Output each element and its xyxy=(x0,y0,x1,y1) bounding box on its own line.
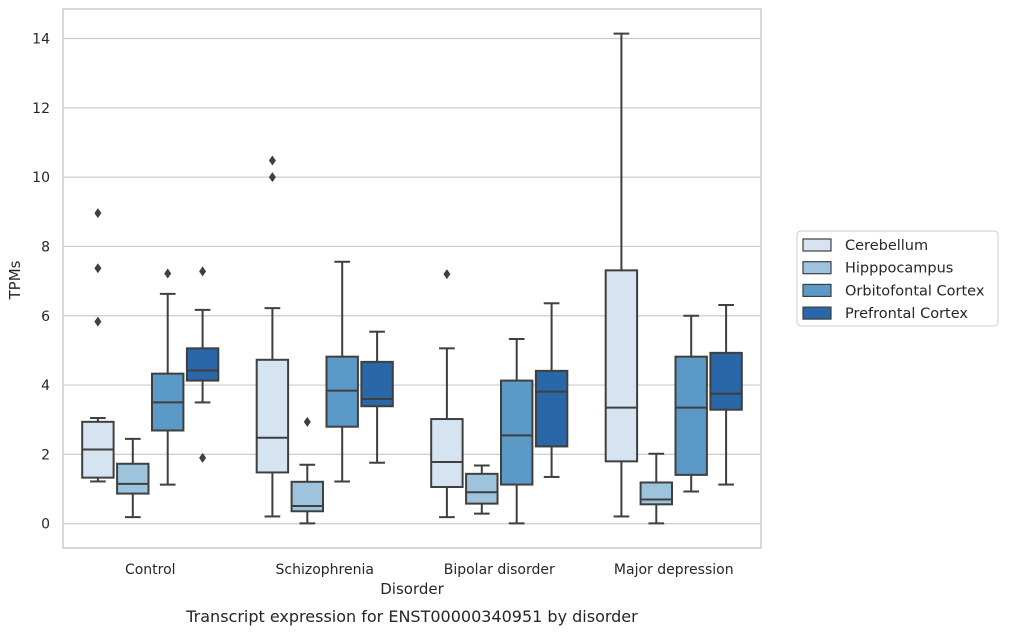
box-cerebellum-control xyxy=(81,208,115,483)
outlier-point xyxy=(268,155,276,166)
box-orbitofontal-cortex-control xyxy=(150,268,185,486)
y-tick-label: 4 xyxy=(41,378,50,394)
x-tick-labels: Control Schizophrenia Bipolar disorder Majo… xyxy=(125,562,734,578)
y-tick-label: 0 xyxy=(41,517,50,533)
y-tick-label: 10 xyxy=(32,170,50,186)
legend-label: Hipppocampus xyxy=(845,261,953,277)
box-groups xyxy=(81,32,743,525)
legend-swatch xyxy=(802,238,832,252)
box-cerebellum-major-depression xyxy=(604,32,639,518)
outlier-point xyxy=(268,172,276,183)
y-tick-label: 12 xyxy=(32,101,50,117)
box-orbitofontal-cortex-bipolar-disorder xyxy=(499,337,534,525)
outlier-point xyxy=(199,452,207,463)
y-tick-labels: 0 2 4 6 8 10 12 14 xyxy=(32,31,50,532)
x-tick-label: Major depression xyxy=(614,562,734,578)
box-body xyxy=(185,347,220,382)
outlier-point xyxy=(164,268,172,279)
box-body xyxy=(325,355,359,428)
x-tick-label: Schizophrenia xyxy=(276,562,374,578)
outlier-point xyxy=(94,263,102,274)
box-orbitofontal-cortex-schizophrenia xyxy=(325,260,359,483)
outlier-point xyxy=(94,316,102,327)
outlier-point xyxy=(303,416,311,427)
box-prefrontal-cortex-schizophrenia xyxy=(360,330,394,464)
box-hipppocampus-control xyxy=(116,437,150,519)
plot-frame xyxy=(62,8,762,549)
box-body xyxy=(430,418,464,488)
box-body xyxy=(116,462,150,495)
box-body xyxy=(534,369,569,448)
y-axis-label: TPMs xyxy=(6,260,24,300)
y-tick-label: 2 xyxy=(41,447,50,463)
legend-label: Prefrontal Cortex xyxy=(845,306,968,322)
y-tick-label: 14 xyxy=(32,31,50,47)
x-tick-label: Bipolar disorder xyxy=(444,562,555,578)
plot-background xyxy=(63,9,761,548)
outlier-point xyxy=(443,269,451,280)
box-hipppocampus-schizophrenia xyxy=(290,416,325,525)
legend-swatch xyxy=(802,261,832,275)
outlier-point xyxy=(199,266,207,277)
legend-swatch xyxy=(802,283,832,297)
legend-label: Cerebellum xyxy=(845,238,928,254)
box-body xyxy=(465,472,499,505)
box-prefrontal-cortex-bipolar-disorder xyxy=(534,302,569,478)
y-tick-label: 6 xyxy=(41,309,50,325)
legend-label: Orbitofontal Cortex xyxy=(845,283,985,299)
legend: Cerebellum Hipppocampus Orbitofontal Corte… xyxy=(796,230,999,327)
x-tick-label: Control xyxy=(125,562,176,578)
chart-caption: Transcript expression for ENST0000034095… xyxy=(185,607,638,626)
box-prefrontal-cortex-major-depression xyxy=(709,304,743,486)
x-axis-label: Disorder xyxy=(380,580,444,598)
box-hipppocampus-major-depression xyxy=(639,452,674,525)
box-body xyxy=(499,379,534,486)
box-body xyxy=(255,358,290,474)
y-tick-label: 8 xyxy=(41,239,50,255)
box-body xyxy=(709,351,743,411)
box-body xyxy=(674,355,708,476)
legend-frame xyxy=(796,230,999,327)
box-body xyxy=(604,269,639,463)
box-orbitofontal-cortex-major-depression xyxy=(674,314,708,493)
box-cerebellum-schizophrenia xyxy=(255,155,290,518)
legend-swatch xyxy=(802,306,832,320)
box-cerebellum-bipolar-disorder xyxy=(430,269,464,519)
box-prefrontal-cortex-control xyxy=(185,266,220,463)
box-body xyxy=(639,481,674,506)
outlier-point xyxy=(94,208,102,219)
box-hipppocampus-bipolar-disorder xyxy=(465,464,499,515)
